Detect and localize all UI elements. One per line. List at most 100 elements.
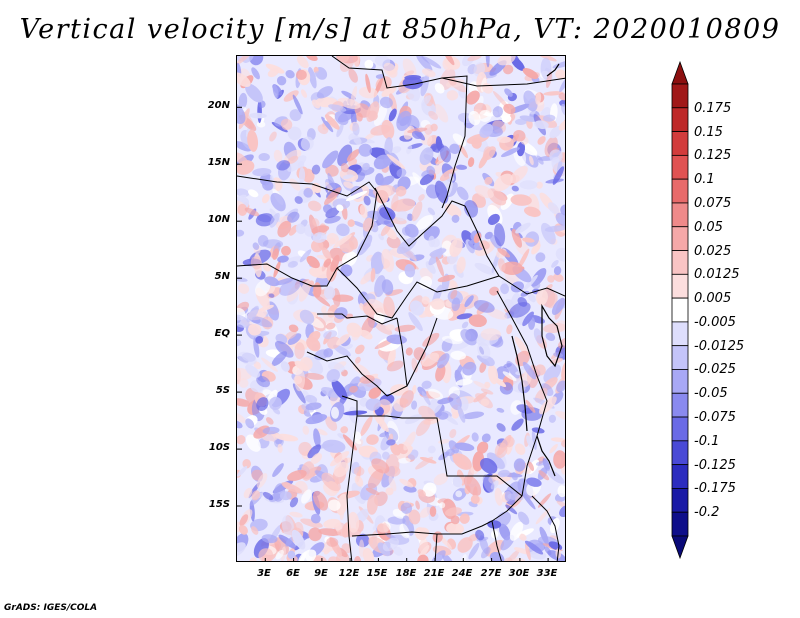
velocity-patch [435,136,443,152]
velocity-patch [289,511,303,518]
velocity-patch [519,180,538,190]
velocity-patch [545,332,556,341]
velocity-patch [535,460,546,466]
velocity-patch [492,106,503,118]
velocity-patch [237,188,250,198]
velocity-patch [449,238,463,258]
velocity-patch [497,434,512,456]
map-panel [236,55,566,562]
velocity-patch [452,476,463,488]
velocity-patch [398,246,417,260]
velocity-patch [531,430,537,451]
velocity-patch [381,119,395,140]
velocity-patch [303,187,313,198]
colorbar-label: 0.175 [694,101,732,116]
velocity-patch [262,180,274,191]
velocity-patch [363,195,371,206]
velocity-patch [421,296,430,305]
velocity-patch [522,311,534,327]
velocity-patch [421,380,432,389]
velocity-patch [560,204,565,216]
velocity-patch [479,361,487,373]
velocity-patch [342,174,354,180]
velocity-patch [289,497,299,508]
velocity-patch [379,431,390,438]
lon-label: 3E [257,568,271,579]
lat-label: 10S [208,442,230,453]
velocity-patch [354,475,364,487]
velocity-patch [357,234,373,256]
velocity-patch [352,220,366,228]
velocity-patch [269,212,280,228]
velocity-patch [451,411,459,419]
velocity-patch [487,520,502,529]
velocity-patch [424,124,434,135]
lon-label: 18E [395,568,417,579]
velocity-patch [269,131,277,142]
velocity-patch [450,515,460,525]
velocity-patch [556,500,565,511]
velocity-patch [343,410,368,416]
velocity-patch [473,232,482,244]
velocity-patch [297,161,305,169]
velocity-patch [434,180,449,204]
velocity-patch [399,523,410,539]
velocity-patch [251,526,259,535]
colorbar-label: -0.2 [694,505,720,520]
colorbar-label: 0.05 [694,220,723,235]
velocity-patch [386,360,404,372]
velocity-patch [348,68,358,83]
velocity-patch [417,489,426,497]
velocity-patch [459,513,470,524]
velocity-patch [322,439,346,453]
velocity-patch [245,418,255,429]
velocity-patch [555,69,565,80]
velocity-patch [399,390,414,408]
velocity-patch [419,276,433,290]
velocity-patch [462,361,477,376]
velocity-patch [373,104,388,127]
colorbar-segment [671,131,689,156]
velocity-patch [381,451,390,460]
velocity-patch [473,300,495,313]
velocity-patch [326,537,339,547]
velocity-patch [416,56,433,72]
velocity-patch [277,220,292,238]
velocity-patch [457,405,466,423]
velocity-patch [421,95,432,107]
velocity-patch [398,457,411,464]
colorbar-segment [671,511,689,537]
colorbar-label: -0.175 [694,481,736,496]
velocity-patch [526,477,542,487]
velocity-patch [523,274,538,291]
velocity-patch [281,515,295,538]
velocity-patch [539,396,557,415]
velocity-patch [558,120,565,131]
velocity-patch [268,293,275,298]
velocity-patch [243,487,253,499]
velocity-patch [287,469,307,482]
velocity-patch [273,149,283,163]
velocity-patch [529,314,545,324]
lon-label: 33E [536,568,558,579]
velocity-patch [276,160,291,171]
velocity-patch [368,387,382,399]
velocity-patch [419,147,434,166]
velocity-patch [536,56,557,62]
velocity-patch [237,420,243,429]
velocity-patch [298,549,317,561]
velocity-patch [549,444,558,454]
lat-label: 15S [208,499,230,510]
velocity-patch [497,56,516,66]
velocity-patch [347,511,360,533]
velocity-patch [245,364,261,378]
velocity-patch [420,74,430,97]
velocity-patch [365,397,381,411]
velocity-patch [522,68,539,79]
velocity-patch [493,173,513,192]
velocity-patch [555,320,565,332]
lon-label: 30E [508,568,530,579]
velocity-patch [426,165,436,176]
colorbar-segment [671,464,689,489]
velocity-patch [525,399,536,413]
